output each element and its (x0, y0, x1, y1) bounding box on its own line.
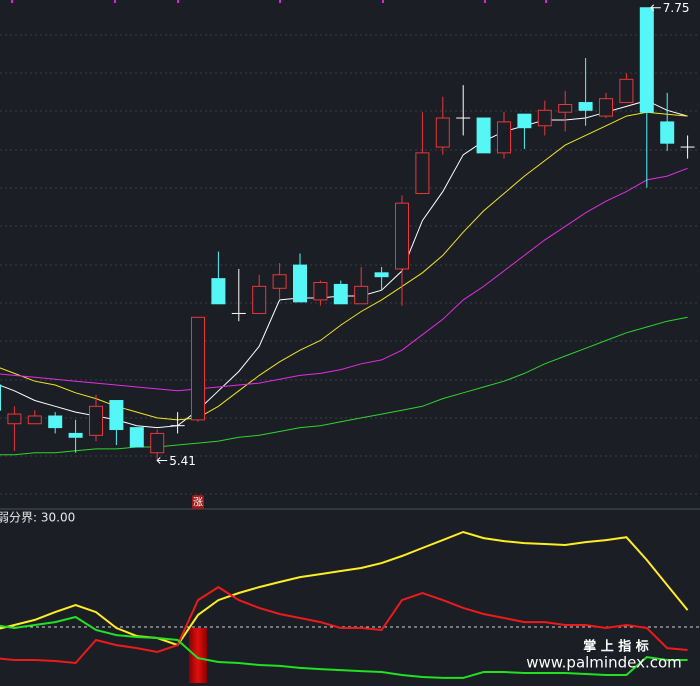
line-series (0, 167, 688, 392)
candle-body (211, 278, 226, 305)
candle-body (48, 415, 63, 429)
candle-body (89, 405, 103, 436)
candle-body (68, 432, 83, 438)
candle-body (333, 283, 348, 305)
signal-badge (192, 495, 204, 509)
line-series (0, 585, 688, 665)
candle-body (599, 98, 613, 117)
candle-body (129, 427, 144, 448)
candle-body (558, 103, 573, 113)
candle-body (517, 113, 532, 129)
low-label: 5.41 (169, 454, 196, 468)
candle-body (619, 78, 634, 104)
candle-body (435, 117, 450, 148)
candle-body (537, 109, 552, 127)
candle-body (578, 102, 593, 111)
threshold-label: 弱分界: 30.00 (0, 511, 75, 525)
candle-body (293, 264, 307, 303)
annotation-arrow (156, 457, 168, 464)
watermark-title: 掌 上 指 标 (583, 639, 649, 655)
candle-body (374, 272, 389, 278)
high-label: 7.75 (663, 1, 690, 15)
candle-body (415, 152, 430, 194)
candle-body (639, 7, 654, 113)
candle-body (272, 274, 287, 289)
grid (0, 34, 700, 495)
candle-body (354, 285, 369, 305)
candle-body (497, 121, 511, 154)
line-series (0, 530, 689, 647)
candle-body (313, 281, 328, 301)
watermark-url: www.palmindex.com (526, 654, 682, 672)
period-markers (11, 0, 547, 3)
candle-body (252, 285, 267, 314)
line-series (0, 316, 688, 456)
annotation-arrow (650, 4, 661, 12)
candle-body (27, 415, 42, 425)
signal-bar (189, 627, 207, 684)
candle-body (191, 316, 205, 421)
candle-body (7, 413, 22, 425)
line-series (0, 615, 688, 679)
candle-body (150, 432, 165, 454)
candle-body (395, 202, 409, 270)
candle-body (109, 400, 124, 431)
candle-body (660, 121, 675, 144)
signal-text: 涨 (193, 497, 203, 509)
candle-body (476, 117, 491, 154)
candle-body (0, 384, 1, 411)
